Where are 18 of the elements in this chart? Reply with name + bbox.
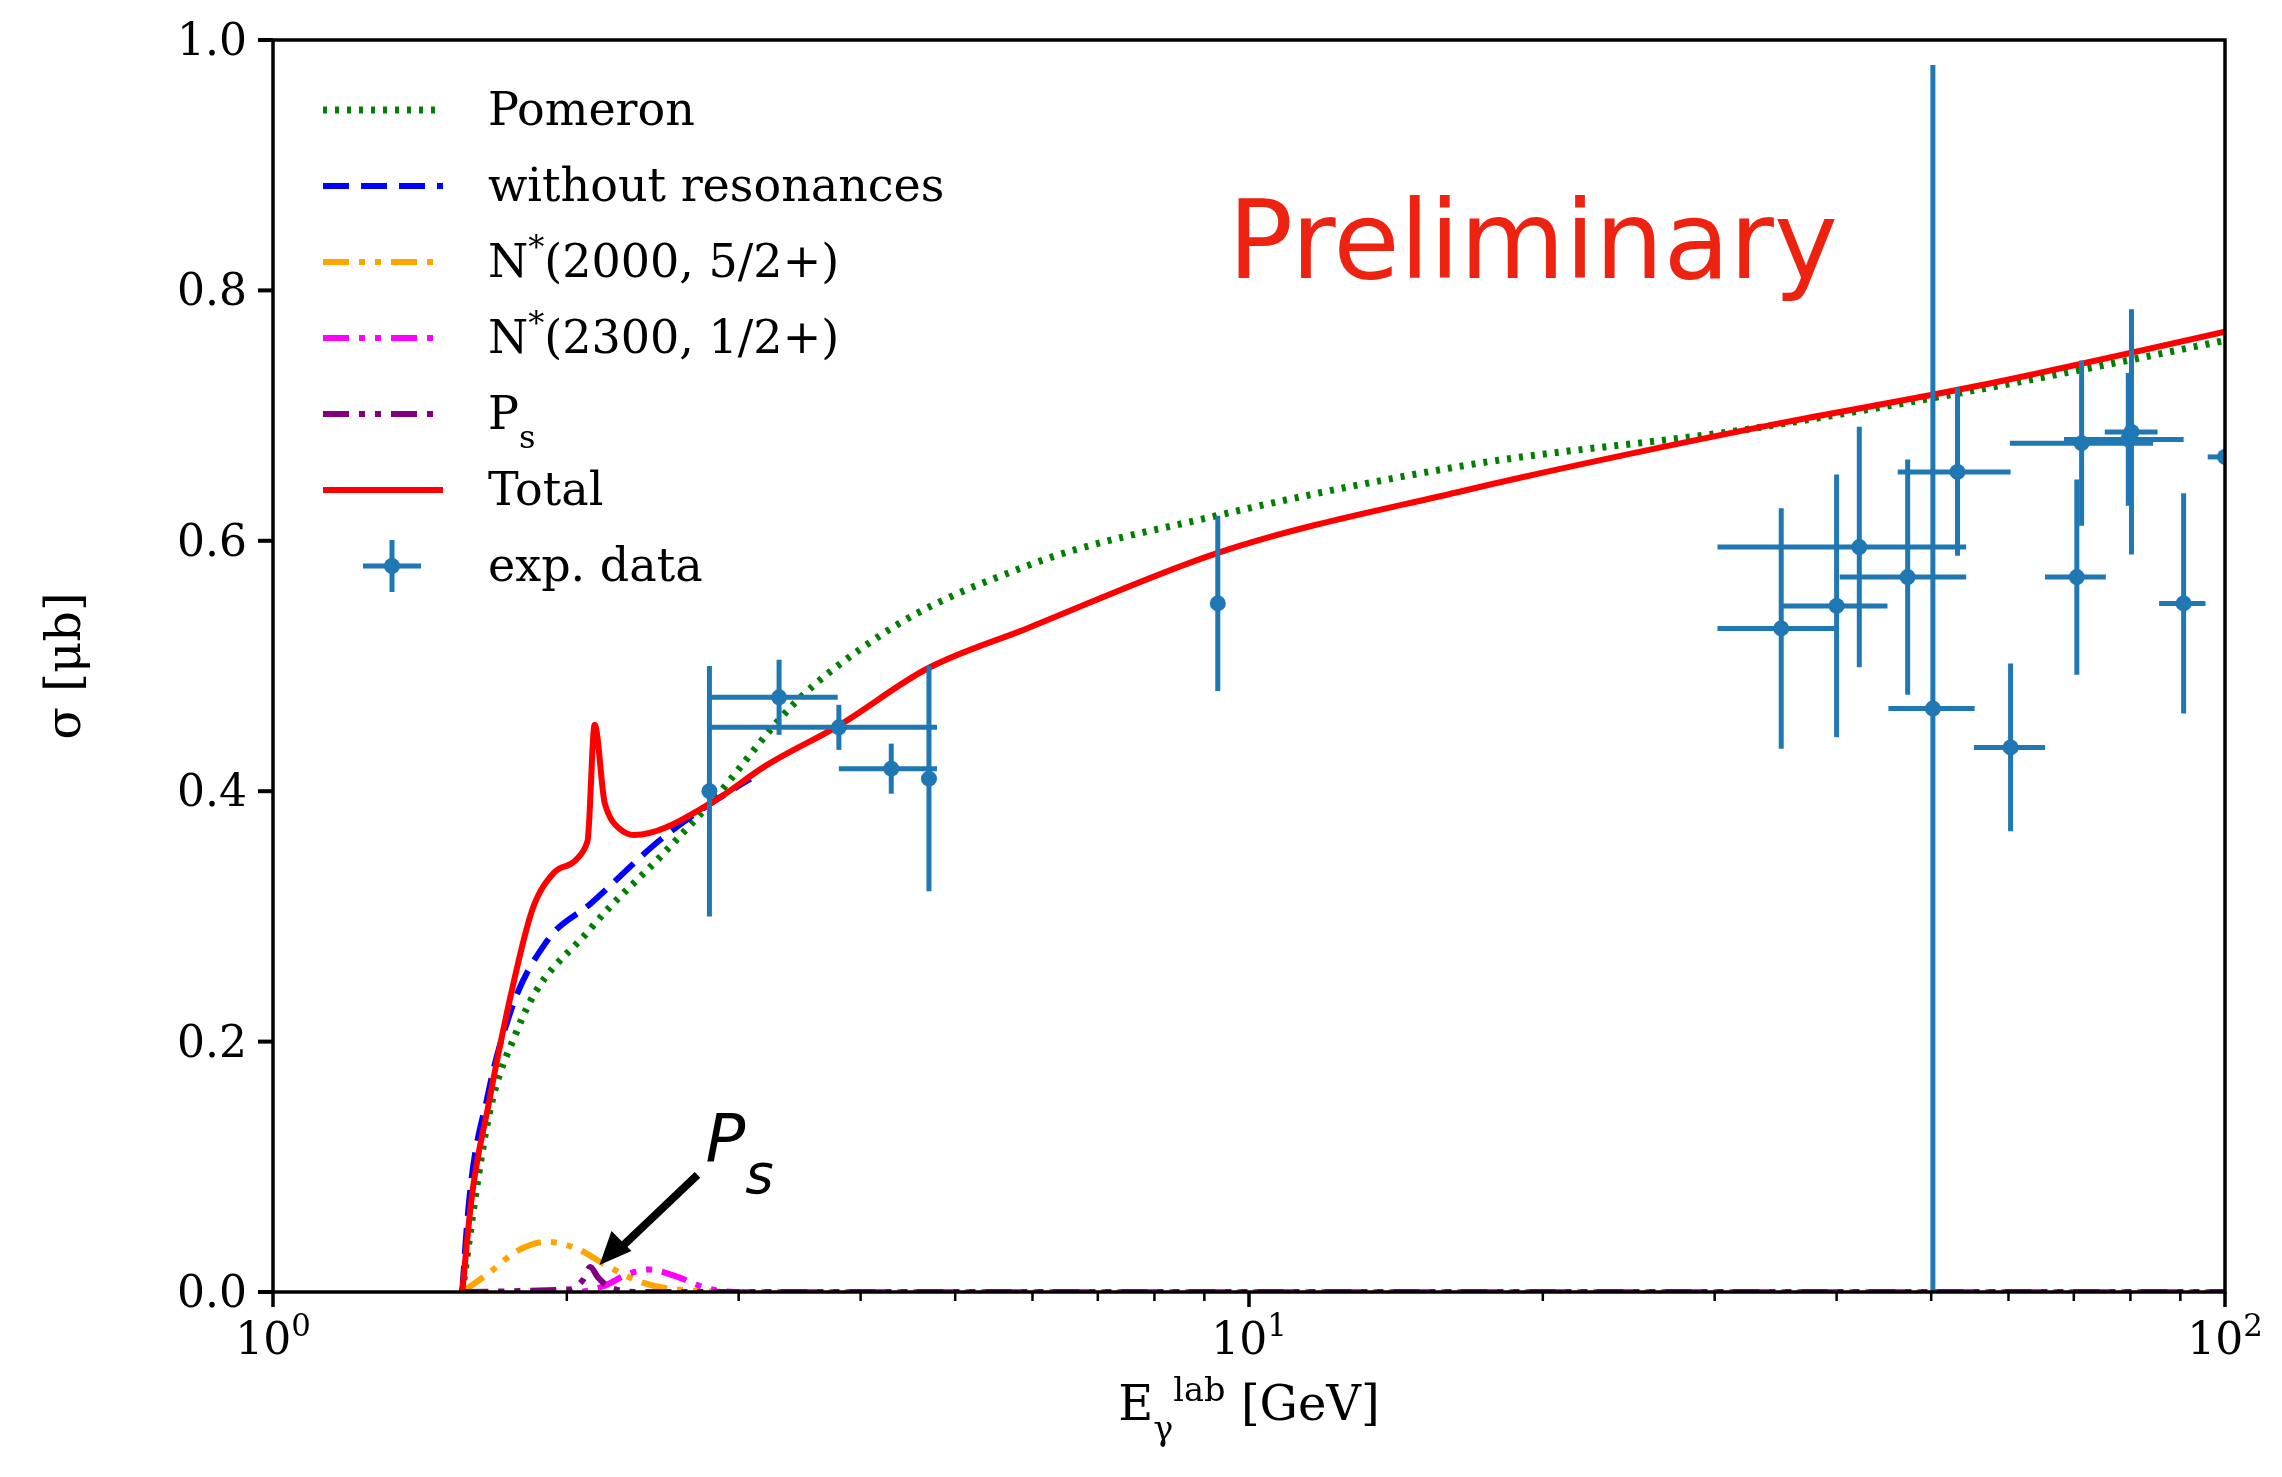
legend-label: Pomeron bbox=[488, 82, 695, 136]
y-tick-label: 0.4 bbox=[177, 765, 247, 817]
y-axis-title: σ [μb] bbox=[35, 592, 91, 740]
y-tick-label: 0.6 bbox=[177, 514, 247, 566]
legend-label: N$^{*}$(2000, 5/2+) bbox=[488, 228, 840, 288]
y-tick-label: 0.8 bbox=[177, 264, 247, 316]
x-tick-label: 10$^{1}$ bbox=[1211, 1307, 1287, 1364]
annotation: P$_{s}$ bbox=[705, 1099, 774, 1206]
annotation: Preliminary bbox=[1228, 178, 1838, 303]
legend-label: exp. data bbox=[488, 538, 703, 592]
y-tick-label: 1.0 bbox=[177, 14, 247, 65]
legend-label: Total bbox=[488, 462, 604, 516]
legend-label: P$_{s}$ bbox=[488, 386, 536, 456]
y-tick-label: 0.2 bbox=[177, 1015, 247, 1067]
x-axis-title: E$_{γ}$$^{lab}$ [GeV] bbox=[1118, 1369, 1380, 1448]
legend-label: without resonances bbox=[488, 158, 945, 212]
legend-label: N$^{*}$(2300, 1/2+) bbox=[488, 304, 840, 364]
x-tick-label: 10$^{2}$ bbox=[2187, 1307, 2263, 1364]
